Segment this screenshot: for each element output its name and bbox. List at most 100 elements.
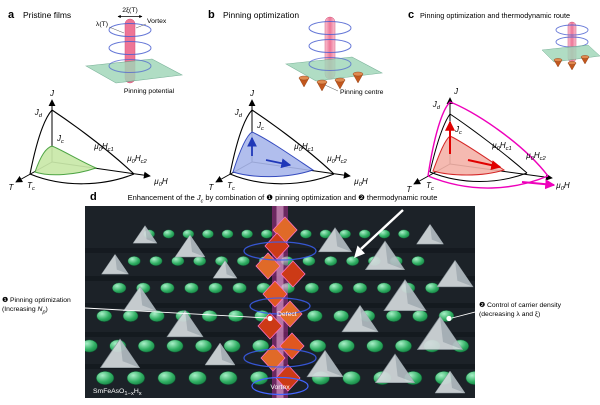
panel-b: b Pinning optimization Pinning centre [208,9,384,192]
field-swirl [108,23,152,37]
lambda-pointer [108,26,125,34]
j-axis-label: J [249,89,255,98]
t-axis-label: T [407,185,413,194]
j-axis-label: J [49,89,55,98]
pinning-plane [85,58,183,84]
field-swirl [308,21,352,35]
jd-label: Jd [34,108,43,119]
field-swirl [308,39,352,53]
h-axis-label: μ0H [153,177,168,188]
panel-b-label: b [208,9,215,21]
hc1-label: μ0Hc1 [491,141,512,152]
vortex-pointer [135,23,147,29]
pinning-plane [541,44,600,63]
t-axis-label: T [209,183,215,192]
vortex-inset-a: 2ξ(T) λ(T) Vortex Pinning potential [85,7,183,95]
carrier-annotation: ❷ Control of carrier density (decreasing… [479,301,599,319]
annotation-text: Control of carrier density [485,302,562,309]
title-text: thermodynamic route [364,193,438,202]
annotation-text: (Increasing [2,306,38,314]
depairing-base [29,173,135,185]
np-subscript: p [42,309,46,316]
panel-a: a Pristine films 2ξ(T) λ(T) Vortex Pinni… [8,7,183,192]
defect-marker-dot [267,315,273,322]
hc2-label: μ0Hc2 [326,154,347,165]
vortex-label: Vortex [147,18,167,25]
jd-label: Jd [432,100,441,111]
carrier-marker-dot [446,315,452,322]
tc-label: Tc [27,181,35,192]
depairing-boundary [429,113,528,174]
depairing-boundary [29,109,135,175]
vortex-inset-b: Pinning centre [285,16,384,96]
annotation-text: ) [45,306,48,314]
vortex-base-ring [251,376,309,396]
badge-1: ❶ [266,193,274,202]
thermo-route-base [427,175,549,189]
field-swirl [308,57,352,71]
panel-b-title: Pinning optimization [223,10,299,20]
jc-label: Jc [56,134,64,145]
compound-formula: SmFeAsO1−xHx [93,388,142,397]
phase-diagram-a: J Jd Jc μ0Hc1 μ0Hc2 μ0H T Tc [9,89,168,192]
tc-label: Tc [227,181,235,192]
penetration-depth-label: λ(T) [96,21,108,28]
title-text: pinning optimization and [273,193,359,202]
vortex-label-d: Vortex [270,384,290,391]
panel-a-title: Pristine films [23,10,71,20]
panel-c-title: Pinning optimization and thermodynamic r… [420,11,570,20]
hc1-label: μ0Hc1 [93,142,114,153]
coherence-length-label: 2ξ(T) [122,7,138,14]
pinning-centre-pointer [324,84,339,92]
pinning-centres [553,55,590,71]
thermo-route-arrowhead [354,245,365,258]
j-axis-label: J [453,87,459,96]
pinning-annotation-line [85,307,268,319]
annotation-text: Pinning optimization [8,297,71,304]
jc-label: Jc [256,121,264,132]
hc2-label: μ0Hc2 [126,154,147,165]
pinning-potential-label: Pinning potential [124,88,175,95]
defect-label: Defect [277,311,297,318]
thermo-route-arrow [521,179,556,190]
flux-rings [243,241,317,368]
jc-symbol: J [196,193,201,202]
field-swirl [555,24,589,36]
hc1-label: μ0Hc1 [293,142,314,153]
crystal-structure-image: Defect Vortex SmFeAsO1−xHx [85,206,475,398]
thermo-route-boundary [427,101,549,177]
badge-2: ❷ [358,193,365,202]
vortex-inset-c [541,21,600,71]
critical-region-pinning [232,131,315,178]
pinning-centre-label: Pinning centre [340,89,384,96]
jd-label: Jd [234,108,243,119]
jc-label: Jc [454,125,462,136]
annotation-text: (decreasing λ and ξ) [479,311,541,319]
carrier-annotation-line [451,311,475,319]
badge-1: ❶ [2,297,9,304]
thermo-route-pointer [360,209,404,250]
field-increase-arrow [265,158,292,169]
phase-diagram-c: J Jd Jc μ0Hc1 μ0Hc2 μ0H T Tc [407,87,570,194]
h-axis-label: μ0H [353,177,368,188]
panel-c: c Pinning optimization and thermodynamic… [407,9,600,194]
panel-a-label: a [8,9,15,21]
panel-c-label: c [408,9,414,21]
depairing-boundary [229,109,335,175]
field-increase-arrow [467,159,502,171]
tc-label: Tc [426,181,434,192]
critical-region-pristine [34,145,98,176]
title-text: by combination of [203,193,267,202]
pinning-annotation: ❶ Pinning optimization (Increasing Np) [2,296,86,317]
pinning-centres [298,71,364,92]
panel-d-title: Enhancement of the Jc by combination of … [90,193,475,205]
depairing-base [429,171,528,182]
depairing-base [229,173,335,185]
jc-subscript: c [200,198,204,205]
field-swirl [108,59,152,73]
hc2-label: μ0Hc2 [525,151,546,162]
np-symbol: N [37,306,43,314]
t-axis-label: T [9,183,15,192]
phase-diagram-b: J Jd Jc μ0Hc1 μ0Hc2 μ0H T Tc [209,89,368,192]
